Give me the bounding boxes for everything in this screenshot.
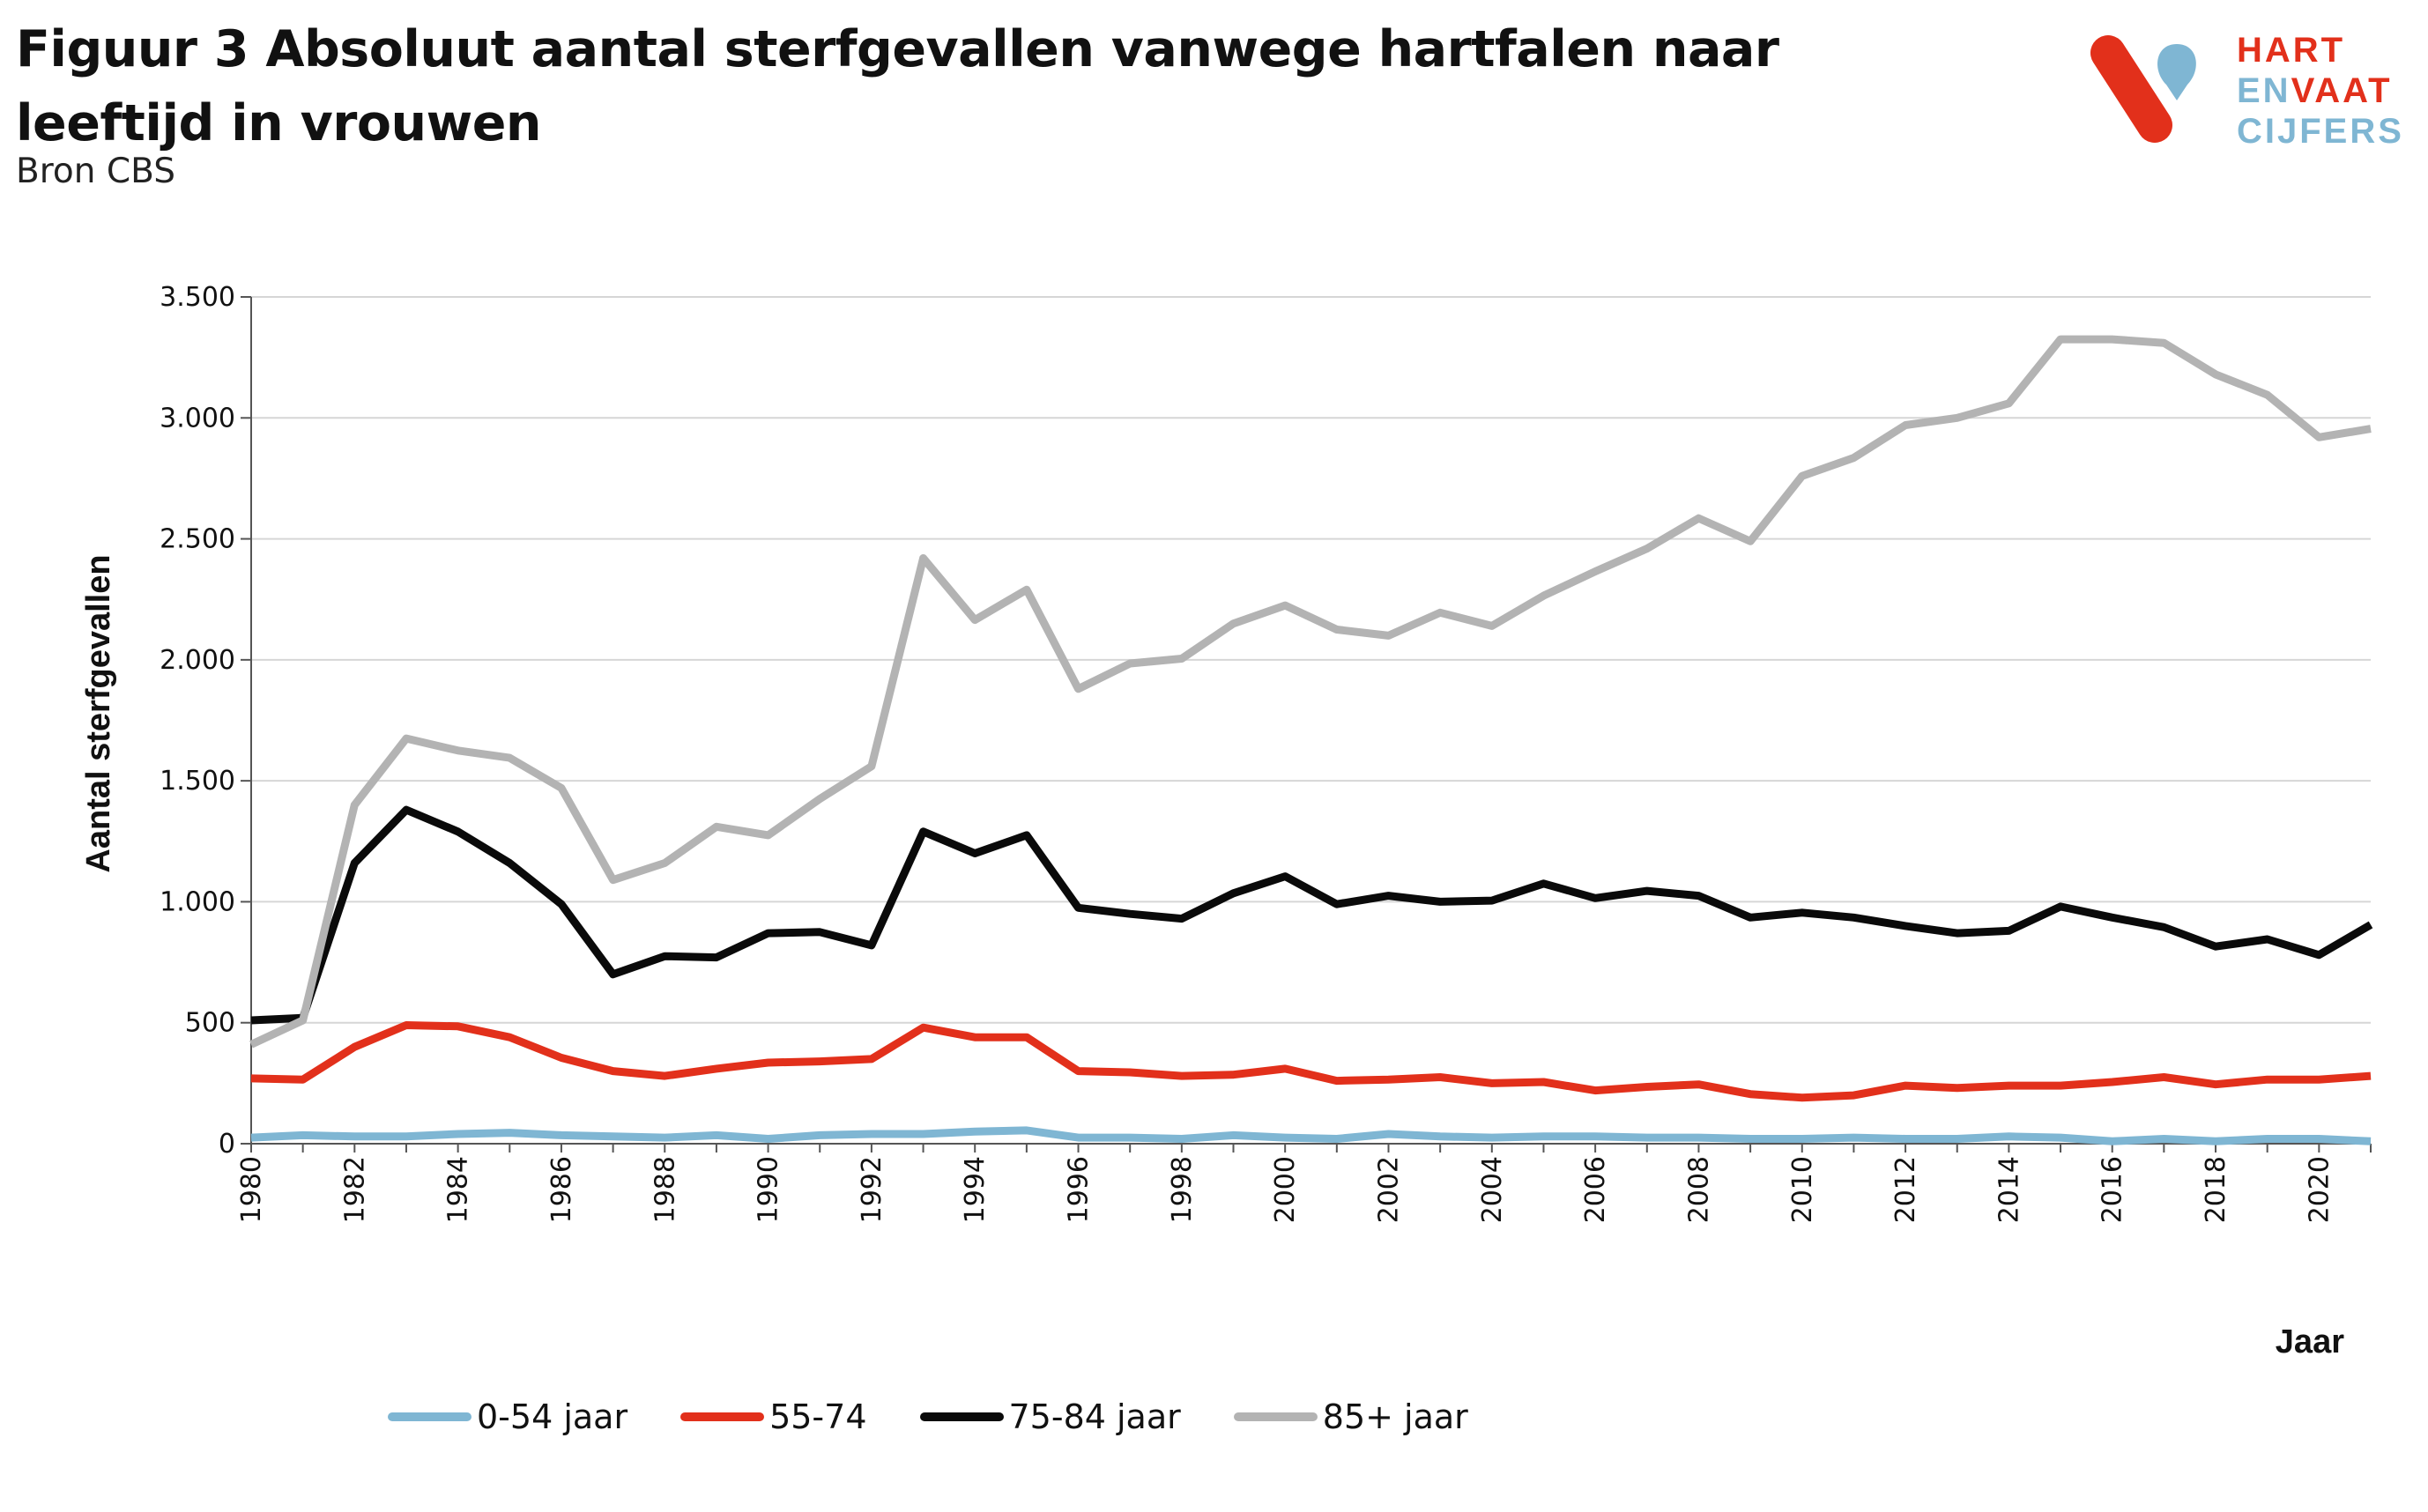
x-tick-label: 1990 (754, 1156, 784, 1223)
legend: 0-54 jaar 55-74 75-84 jaar 85+ jaar (388, 1390, 1521, 1443)
x-tick-label: 1992 (857, 1156, 887, 1223)
x-tick-label: 1984 (443, 1156, 474, 1223)
legend-label: 0-54 jaar (477, 1397, 628, 1436)
series-line-0-54-jaar (250, 1126, 2372, 1145)
y-axis-title: Aantal sterfgevallen (80, 554, 117, 872)
legend-swatch (919, 1412, 1004, 1421)
y-tick-label: 1.000 (160, 886, 235, 917)
x-tick-label: 2004 (1477, 1156, 1508, 1223)
y-tick-label: 1.500 (160, 766, 235, 797)
x-tick-label: 1998 (1167, 1156, 1198, 1223)
x-tick-label: 2020 (2304, 1156, 2335, 1223)
x-tick-label: 2018 (2201, 1156, 2231, 1223)
x-tick-label: 2000 (1270, 1156, 1301, 1223)
x-tick-label: 1982 (339, 1156, 370, 1223)
chart-title: Figuur 3 Absoluut aantal sterfgevallen v… (16, 20, 1779, 152)
gridlines (251, 296, 2371, 1024)
x-tick-label: 1986 (546, 1156, 577, 1223)
legend-label: 85+ jaar (1322, 1397, 1468, 1436)
x-tick-label: 2014 (1994, 1156, 2024, 1223)
logo-text-envaat: ENVAAT (2237, 70, 2393, 111)
legend-label: 55-74 (769, 1397, 867, 1436)
y-tick-label: 2.500 (160, 524, 235, 555)
hart-en-vaat-cijfers-logo: HART ENVAAT CIJFERS (2089, 26, 2424, 151)
legend-swatch (680, 1412, 765, 1421)
legend-item: 0-54 jaar (388, 1397, 627, 1436)
x-tick-label: 1996 (1064, 1156, 1095, 1223)
logo-text-cijfers: CIJFERS (2237, 112, 2404, 151)
legend-item: 75-84 jaar (919, 1397, 1181, 1436)
series-line-55-74 (250, 1021, 2372, 1102)
chart-subtitle: Bron CBS (16, 152, 175, 191)
legend-item: 55-74 (680, 1397, 867, 1436)
y-tick-label: 3.000 (160, 403, 235, 434)
x-tick-label: 1988 (650, 1156, 680, 1223)
x-axis-title: Jaar (2276, 1323, 2344, 1360)
logo-text-vaat: VAAT (2291, 71, 2393, 110)
x-tick-label: 2006 (1580, 1156, 1611, 1223)
series-line-75-84-jaar (250, 805, 2373, 1025)
logo-icon (2090, 35, 2196, 143)
logo-text-hart: HART (2237, 31, 2346, 70)
y-tick-label: 3.500 (160, 282, 235, 313)
legend-label: 75-84 jaar (1008, 1397, 1181, 1436)
legend-item: 85+ jaar (1233, 1397, 1468, 1436)
x-tick-label: 1994 (960, 1156, 991, 1223)
series-line-85-jaar (249, 335, 2372, 1049)
logo-text-en: EN (2237, 71, 2291, 110)
x-tick-label: 2002 (1373, 1156, 1404, 1223)
x-tick-label: 2010 (1787, 1156, 1818, 1223)
x-tick-label: 2016 (2098, 1156, 2128, 1223)
legend-swatch (1233, 1412, 1318, 1421)
x-tick-label: 2012 (1890, 1156, 1921, 1223)
legend-swatch (388, 1412, 471, 1421)
y-tick-label: 500 (185, 1008, 235, 1039)
y-tick-label: 0 (219, 1129, 235, 1160)
x-tick-label: 1980 (236, 1156, 267, 1223)
axes: 0 500 1.000 1.500 2.000 2.500 3.000 3.500 1980 19… (160, 282, 2372, 1223)
x-tick-label: 2008 (1683, 1156, 1714, 1223)
series-lines (249, 335, 2373, 1145)
y-tick-label: 2.000 (160, 645, 235, 676)
